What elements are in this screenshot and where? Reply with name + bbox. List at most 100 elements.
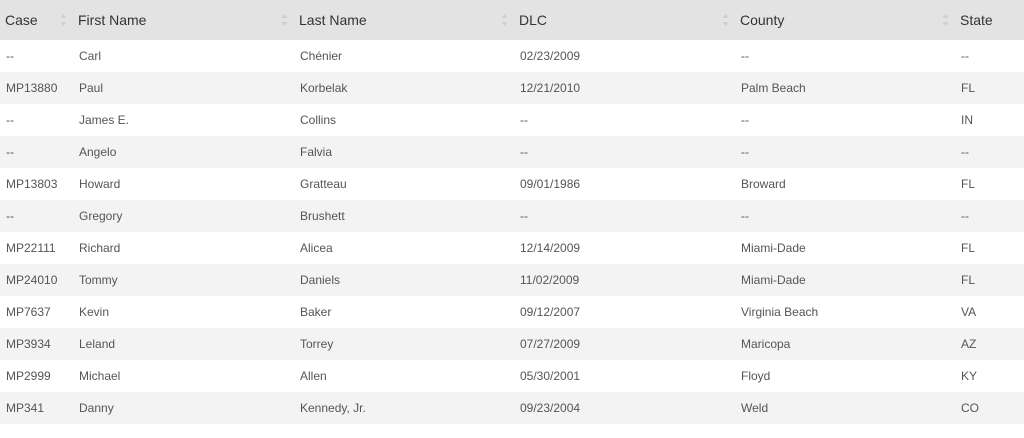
cell-state: VA [955,296,1024,328]
sort-icon[interactable] [942,13,949,27]
cell-dlc: -- [514,200,735,232]
cell-state: IN [955,104,1024,136]
table-row[interactable]: MP7637 Kevin Baker 09/12/2007 Virginia Beach… [0,296,1024,328]
cell-first-name: Danny [73,392,294,424]
cell-first-name: James E. [73,104,294,136]
cell-county: Miami-Dade [735,232,955,264]
cell-first-name: Gregory [73,200,294,232]
column-header-label: DLC [519,12,548,28]
cell-county: Broward [735,168,955,200]
cell-last-name: Torrey [294,328,514,360]
cell-case: MP3934 [0,328,73,360]
cell-state: FL [955,72,1024,104]
column-header-dlc[interactable]: DLC [514,0,735,40]
cell-case: -- [0,104,73,136]
cell-last-name: Collins [294,104,514,136]
cell-case: -- [0,200,73,232]
cell-last-name: Kennedy, Jr. [294,392,514,424]
cell-county: Miami-Dade [735,264,955,296]
cell-last-name: Allen [294,360,514,392]
cell-county: -- [735,136,955,168]
column-header-label: First Name [78,12,147,28]
cell-last-name: Baker [294,296,514,328]
cell-state: -- [955,200,1024,232]
cell-case: MP22111 [0,232,73,264]
cell-county: Floyd [735,360,955,392]
cell-state: FL [955,232,1024,264]
cell-dlc: 11/02/2009 [514,264,735,296]
cell-case: -- [0,136,73,168]
cell-dlc: 09/12/2007 [514,296,735,328]
cell-state: KY [955,360,1024,392]
cell-dlc: 07/27/2009 [514,328,735,360]
cell-dlc: 05/30/2001 [514,360,735,392]
cell-county: Palm Beach [735,72,955,104]
cell-last-name: Alicea [294,232,514,264]
sort-icon[interactable] [501,13,508,27]
cell-last-name: Gratteau [294,168,514,200]
cell-case: MP24010 [0,264,73,296]
table-row[interactable]: MP24010 Tommy Daniels 11/02/2009 Miami-Dade F… [0,264,1024,296]
cell-case: MP7637 [0,296,73,328]
cell-county: -- [735,200,955,232]
cell-county: Virginia Beach [735,296,955,328]
cell-dlc: 09/01/1986 [514,168,735,200]
sort-icon[interactable] [60,13,67,27]
cell-case: MP2999 [0,360,73,392]
table-body: -- Carl Chénier 02/23/2009 -- -- MP13880 Paul Ko… [0,40,1024,424]
cell-last-name: Daniels [294,264,514,296]
cell-first-name: Angelo [73,136,294,168]
cell-state: FL [955,168,1024,200]
table-row[interactable]: -- Gregory Brushett -- -- -- [0,200,1024,232]
table-row[interactable]: MP341 Danny Kennedy, Jr. 09/23/2004 Weld CO [0,392,1024,424]
cell-last-name: Chénier [294,40,514,72]
cell-dlc: -- [514,104,735,136]
column-header-first-name[interactable]: First Name [73,0,294,40]
cell-county: -- [735,40,955,72]
cell-case: -- [0,40,73,72]
cell-dlc: -- [514,136,735,168]
column-header-case[interactable]: Case [0,0,73,40]
cell-first-name: Carl [73,40,294,72]
table-row[interactable]: MP3934 Leland Torrey 07/27/2009 Maricopa AZ [0,328,1024,360]
column-header-label: County [740,12,785,28]
table-header-row: Case First Name Last Name DLC County State [0,0,1024,40]
table-row[interactable]: -- Angelo Falvia -- -- -- [0,136,1024,168]
cell-case: MP13803 [0,168,73,200]
cell-last-name: Korbelak [294,72,514,104]
cell-case: MP341 [0,392,73,424]
cell-first-name: Leland [73,328,294,360]
cell-state: FL [955,264,1024,296]
cases-table: Case First Name Last Name DLC County State --… [0,0,1024,424]
column-header-county[interactable]: County [735,0,955,40]
cell-first-name: Richard [73,232,294,264]
table-row[interactable]: -- Carl Chénier 02/23/2009 -- -- [0,40,1024,72]
cell-county: Weld [735,392,955,424]
column-header-state[interactable]: State [955,0,1024,40]
cell-dlc: 12/14/2009 [514,232,735,264]
table-row[interactable]: MP13880 Paul Korbelak 12/21/2010 Palm Beach F… [0,72,1024,104]
table-row[interactable]: MP13803 Howard Gratteau 09/01/1986 Broward FL [0,168,1024,200]
column-header-label: Last Name [299,12,367,28]
table-row[interactable]: -- James E. Collins -- -- IN [0,104,1024,136]
cell-county: -- [735,104,955,136]
cell-state: CO [955,392,1024,424]
cell-state: -- [955,136,1024,168]
cell-dlc: 02/23/2009 [514,40,735,72]
cell-dlc: 09/23/2004 [514,392,735,424]
sort-icon[interactable] [722,13,729,27]
column-header-label: State [960,12,993,28]
cell-first-name: Kevin [73,296,294,328]
cell-first-name: Michael [73,360,294,392]
cell-first-name: Tommy [73,264,294,296]
cell-last-name: Brushett [294,200,514,232]
cell-first-name: Howard [73,168,294,200]
column-header-label: Case [5,12,38,28]
table-row[interactable]: MP22111 Richard Alicea 12/14/2009 Miami-Dade… [0,232,1024,264]
sort-icon[interactable] [281,13,288,27]
cell-county: Maricopa [735,328,955,360]
table-row[interactable]: MP2999 Michael Allen 05/30/2001 Floyd KY [0,360,1024,392]
column-header-last-name[interactable]: Last Name [294,0,514,40]
cell-dlc: 12/21/2010 [514,72,735,104]
cell-last-name: Falvia [294,136,514,168]
